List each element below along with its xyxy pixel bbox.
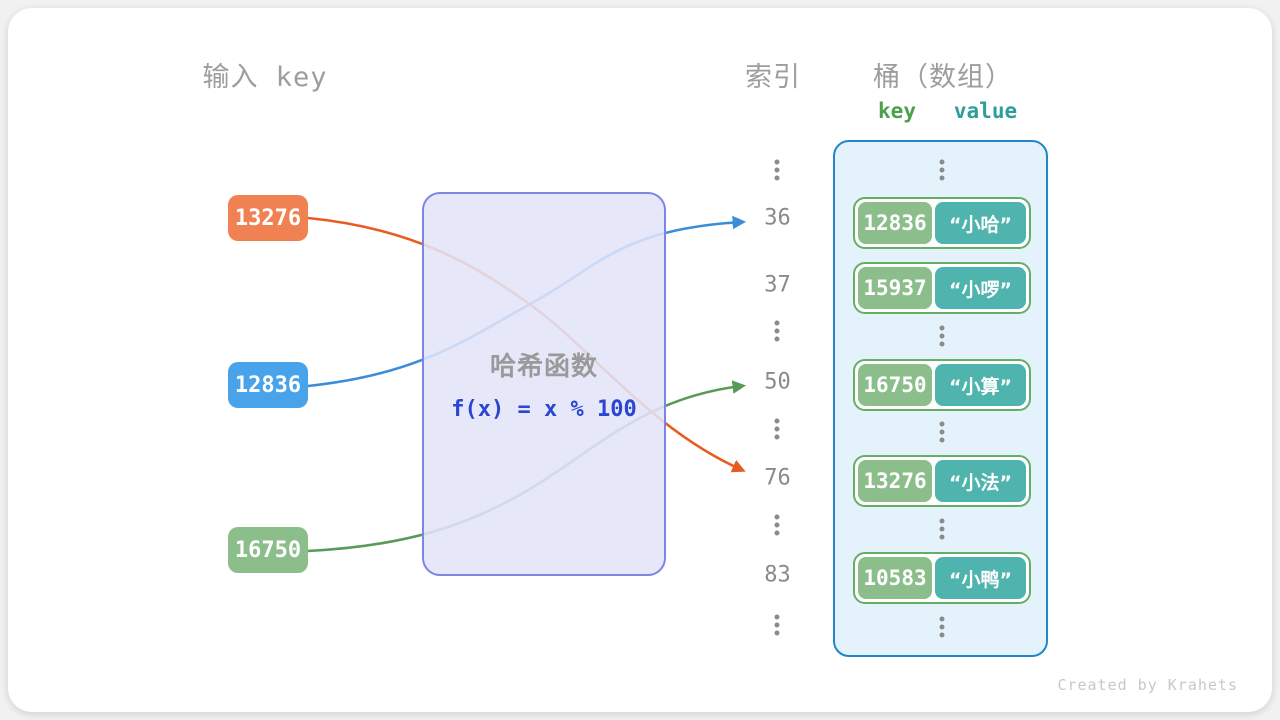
pair-key: 13276 xyxy=(858,460,932,502)
input-key-box: 16750 xyxy=(228,527,308,573)
hash-function-label: 哈希函数 xyxy=(489,352,598,382)
pair-value: “小算” xyxy=(935,364,1026,406)
ellipsis-dots xyxy=(939,421,945,443)
ellipsis-dots xyxy=(774,418,780,440)
pair-key: 16750 xyxy=(858,364,932,406)
ellipsis-dots xyxy=(939,616,945,638)
pair-value: “小哈” xyxy=(935,202,1026,244)
key-value-pair: 15937 “小啰” xyxy=(853,262,1031,314)
credit-text: Created by Krahets xyxy=(1057,676,1238,694)
bucket-array: 12836 “小哈” 15937 “小啰” 16750 “小算” 13276 “小法” 1058… xyxy=(833,140,1048,657)
hash-function-box: 哈希函数 f(x) = x % 100 xyxy=(422,192,666,576)
hash-formula: f(x) = x % 100 xyxy=(451,397,637,422)
key-value-pair: 10583 “小鸭” xyxy=(853,552,1031,604)
key-value-pair: 12836 “小哈” xyxy=(853,197,1031,249)
input-key-box: 12836 xyxy=(228,362,308,408)
bucket-title: 桶（数组） xyxy=(873,62,1013,93)
pair-key: 10583 xyxy=(858,557,932,599)
input-key-title: 输入 key xyxy=(202,62,328,93)
input-key-box: 13276 xyxy=(228,195,308,241)
ellipsis-dots xyxy=(939,518,945,540)
index-value: 50 xyxy=(764,369,791,395)
key-value-pair: 13276 “小法” xyxy=(853,455,1031,507)
index-column-title: 索引 xyxy=(745,62,801,93)
key-column-label: key xyxy=(878,99,916,123)
pair-value: “小法” xyxy=(935,460,1026,502)
ellipsis-dots xyxy=(939,159,945,181)
ellipsis-dots xyxy=(774,514,780,536)
index-value: 36 xyxy=(764,205,791,231)
pair-key: 12836 xyxy=(858,202,932,244)
ellipsis-dots xyxy=(939,325,945,347)
ellipsis-dots xyxy=(774,320,780,342)
pair-value: “小啰” xyxy=(935,267,1026,309)
index-value: 83 xyxy=(764,562,791,588)
ellipsis-dots xyxy=(774,614,780,636)
key-value-pair: 16750 “小算” xyxy=(853,359,1031,411)
pair-key: 15937 xyxy=(858,267,932,309)
pair-value: “小鸭” xyxy=(935,557,1026,599)
index-value: 37 xyxy=(764,272,791,298)
value-column-label: value xyxy=(953,99,1018,123)
index-value: 76 xyxy=(764,465,791,491)
ellipsis-dots xyxy=(774,159,780,181)
